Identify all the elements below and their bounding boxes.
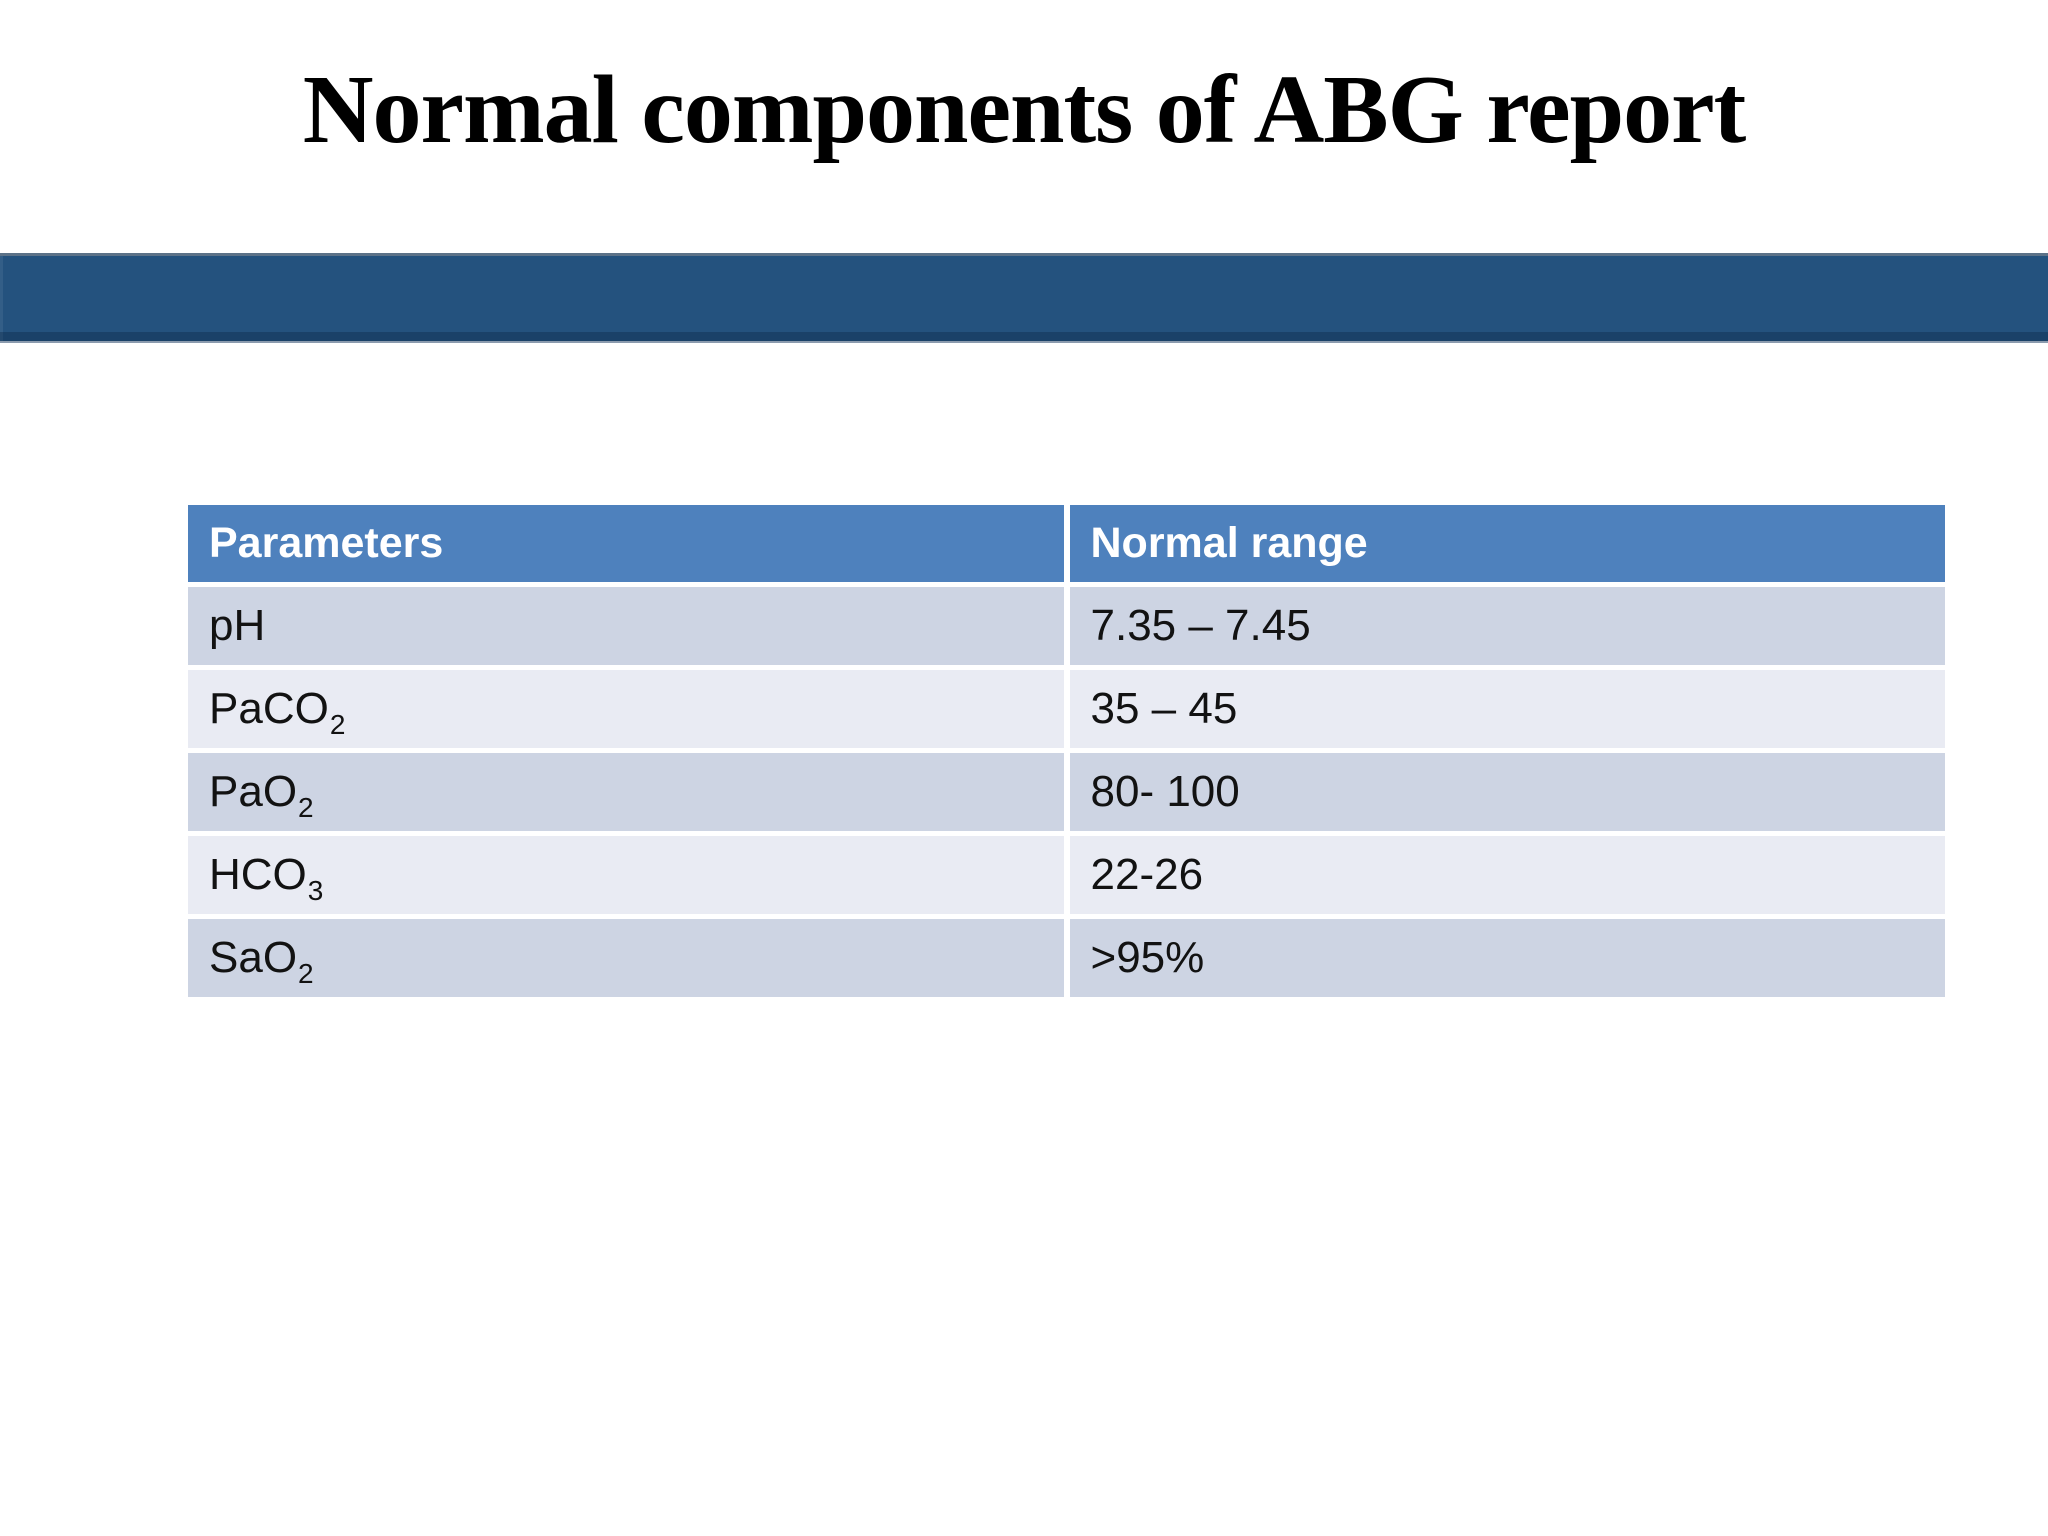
table-row-paco2-range: 35 – 45	[1069, 670, 1945, 748]
parameter-label: pH	[209, 601, 266, 650]
table-row-sao2-range: >95%	[1069, 919, 1945, 997]
parameter-label: PaCO	[209, 684, 329, 733]
range-value: >95%	[1090, 933, 1205, 982]
range-value: 22-26	[1090, 850, 1204, 899]
parameter-label: HCO	[209, 850, 307, 899]
table-row-paco2-parameter: PaCO 2	[188, 670, 1064, 748]
range-value: 80- 100	[1090, 767, 1240, 816]
table-row-sao2-parameter: SaO 2	[188, 919, 1064, 997]
parameter-label: SaO	[209, 933, 298, 982]
column-header-label: Normal range	[1090, 519, 1368, 567]
table-row-hco3-parameter: HCO 3	[188, 836, 1064, 914]
table-row-ph-range: 7.35 – 7.45	[1069, 587, 1945, 665]
parameter-label: PaO	[209, 767, 298, 816]
column-header-normal-range: Normal range	[1069, 505, 1945, 582]
range-value: 35 – 45	[1090, 684, 1238, 733]
range-value: 7.35 – 7.45	[1090, 601, 1311, 650]
abg-parameters-table: Parameters Normal range pH 7.35 – 7.45 P…	[188, 505, 1945, 997]
table-row-ph-parameter: pH	[188, 587, 1064, 665]
page-title: Normal components of ABG report	[302, 56, 1747, 164]
title-accent-bar	[0, 253, 2048, 343]
column-header-label: Parameters	[209, 519, 444, 567]
table-row-pao2-range: 80- 100	[1069, 753, 1945, 831]
column-header-parameters: Parameters	[188, 505, 1064, 582]
table-row-hco3-range: 22-26	[1069, 836, 1945, 914]
table-row-pao2-parameter: PaO 2	[188, 753, 1064, 831]
